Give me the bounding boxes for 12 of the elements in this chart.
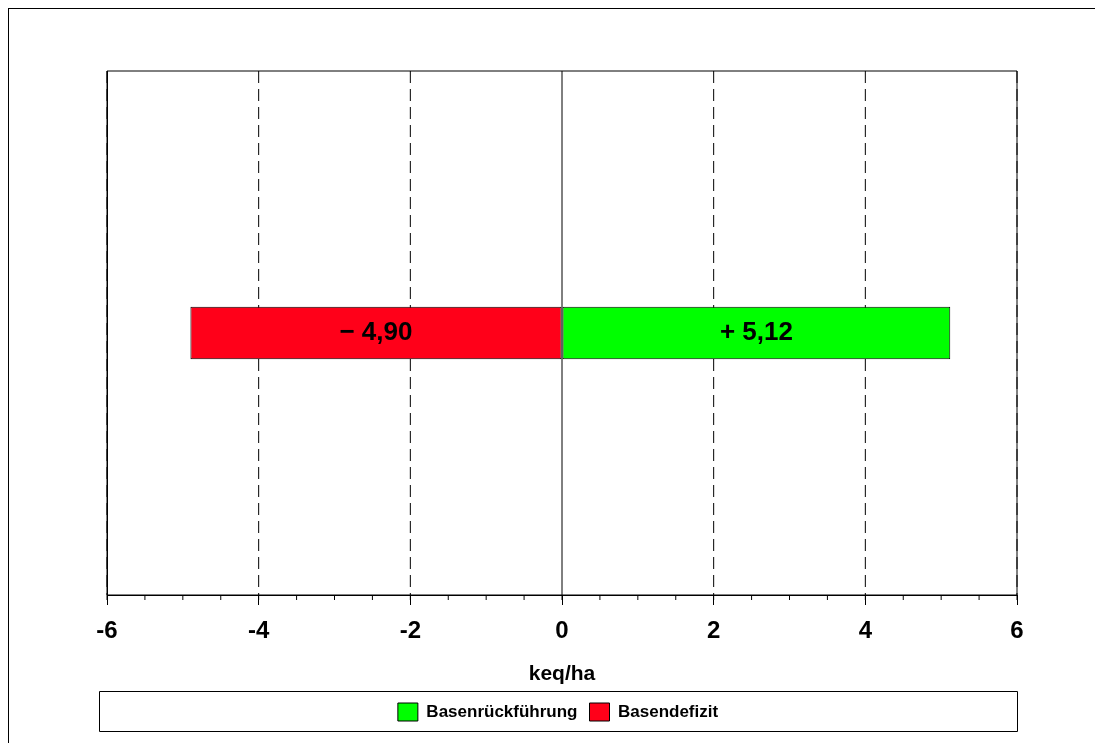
data-label: − 4,90 <box>339 316 413 347</box>
x-tick-label: -2 <box>399 616 422 644</box>
x-tick-label: 4 <box>858 616 873 644</box>
x-tick-label: -6 <box>96 616 118 644</box>
x-tick-label: 6 <box>1010 616 1024 644</box>
x-tick-label: 0 <box>555 616 569 644</box>
legend-label: Basenrückführung <box>426 701 578 721</box>
data-label: + 5,12 <box>719 316 793 347</box>
x-tick-label: 2 <box>706 616 721 644</box>
x-axis-title: keq/ha <box>528 661 596 685</box>
x-tick-label: -4 <box>247 616 270 644</box>
legend-label: Basendefizit <box>618 701 719 721</box>
